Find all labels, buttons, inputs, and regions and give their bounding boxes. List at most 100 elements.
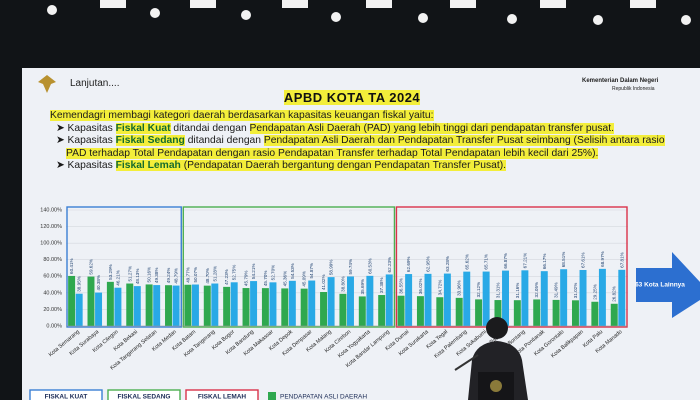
value-label: 41.02% — [321, 274, 326, 290]
y-tick-label: 100.00% — [40, 241, 62, 247]
group-legend-box — [185, 389, 259, 400]
bar — [502, 270, 509, 326]
value-label: 32.05% — [534, 282, 539, 298]
bar — [424, 273, 432, 326]
bar — [436, 297, 444, 326]
value-label: 45.36% — [282, 271, 287, 287]
value-label: 31.31% — [495, 282, 500, 298]
text: Kapasitas — [67, 160, 116, 172]
bar — [95, 292, 103, 326]
country: Republik Indonesia — [612, 86, 655, 92]
value-label: 62.69% — [406, 256, 411, 272]
bar — [320, 292, 328, 326]
value-label: 38.80% — [340, 276, 345, 292]
slide: Lanjutan.... Kementerian Dalam Negeri Re… — [22, 68, 700, 400]
bar — [533, 299, 541, 326]
value-label: 45.09% — [302, 271, 307, 287]
value-label: 36.02% — [418, 279, 423, 295]
bar — [521, 270, 529, 326]
bullet: ➤ Kapasitas Fiskal Sedang ditandai denga… — [56, 135, 665, 159]
bar — [165, 285, 172, 326]
y-tick-label: 60.00% — [43, 274, 62, 280]
value-label: 63.28% — [445, 256, 450, 272]
group-box — [182, 206, 396, 328]
intro: Kemendagri membagi kategori daerah berda… — [50, 110, 434, 121]
value-label: 54.87% — [309, 263, 314, 279]
bar — [308, 280, 316, 326]
bar — [591, 301, 599, 326]
bar — [385, 274, 393, 326]
value-label: 68.97% — [600, 251, 605, 267]
value-label: 65.62% — [464, 254, 469, 270]
slide-body: Kemendagri membagi kategori daerah berda… — [50, 110, 680, 173]
bar — [126, 283, 134, 326]
y-tick-label: 40.00% — [43, 290, 62, 296]
value-label: 31.49% — [554, 282, 559, 298]
bar — [172, 285, 180, 326]
group-legend-box — [107, 389, 181, 400]
bar — [540, 271, 548, 326]
bar — [366, 275, 374, 326]
value-label: 67.21% — [522, 253, 527, 269]
value-label: 66.87% — [503, 253, 508, 269]
value-label: 29.25% — [592, 284, 597, 300]
text: ditandai dengan — [184, 135, 264, 147]
value-label: 48.13% — [135, 269, 140, 285]
bar — [347, 276, 354, 326]
group-box — [66, 206, 182, 328]
bar — [443, 273, 451, 326]
text: Pendapatan Asli Daerah (PAD) yang lebih … — [249, 122, 614, 134]
value-label: 35.69% — [360, 279, 365, 295]
bar — [327, 277, 335, 326]
value-label: 48.79% — [174, 268, 179, 284]
group-legend-label: FISKAL SEDANG — [118, 394, 171, 400]
bar — [560, 269, 568, 326]
y-tick-label: 0.00% — [46, 323, 62, 329]
legend-swatch — [268, 392, 276, 400]
value-label: 59.62% — [89, 259, 94, 275]
slide-title: APBD KOTA TA 2024 — [22, 90, 682, 105]
text: Fiskal Sedang — [115, 135, 185, 147]
stage-lights — [47, 0, 691, 25]
arrow — [636, 252, 700, 318]
bar — [230, 282, 238, 326]
value-label: 50.16% — [147, 267, 152, 283]
bar — [571, 300, 579, 326]
value-label: 47.23% — [224, 269, 229, 285]
value-label: 33.96% — [457, 280, 462, 296]
text: Kapasitas — [67, 135, 116, 147]
value-label: 68.51% — [561, 252, 566, 268]
value-label: 45.79% — [244, 270, 249, 286]
y-tick-label: 140.00% — [40, 207, 62, 213]
bar — [250, 281, 258, 326]
value-label: 40.38% — [96, 275, 101, 291]
bar — [618, 269, 626, 326]
value-label: 51.28% — [212, 266, 217, 282]
bullet: ➤ Kapasitas Fiskal Kuat ditandai dengan … — [56, 122, 614, 134]
section-label: Lanjutan.... — [70, 78, 120, 89]
value-label: 45.70% — [263, 271, 268, 287]
group-legend-box — [29, 389, 103, 400]
value-label: 62.23% — [387, 257, 392, 273]
value-label: 59.74% — [348, 259, 353, 275]
bar — [242, 288, 250, 326]
value-label: 38.95% — [77, 276, 82, 292]
bar — [281, 288, 289, 326]
bar — [133, 286, 141, 326]
ministry: Kementerian Dalam Negeri — [582, 78, 659, 84]
bar — [191, 284, 199, 326]
value-label: 54.53% — [290, 263, 295, 279]
bar — [513, 300, 521, 326]
bar — [269, 282, 277, 326]
text: Fiskal Kuat — [115, 122, 171, 134]
bar — [75, 293, 83, 326]
bar — [68, 275, 76, 326]
y-tick-label: 80.00% — [43, 257, 62, 263]
group-box — [395, 206, 628, 328]
group-legend-label: FISKAL KUAT — [45, 394, 88, 400]
value-label: 26.82% — [612, 286, 617, 302]
value-label: 50.07% — [193, 267, 198, 283]
